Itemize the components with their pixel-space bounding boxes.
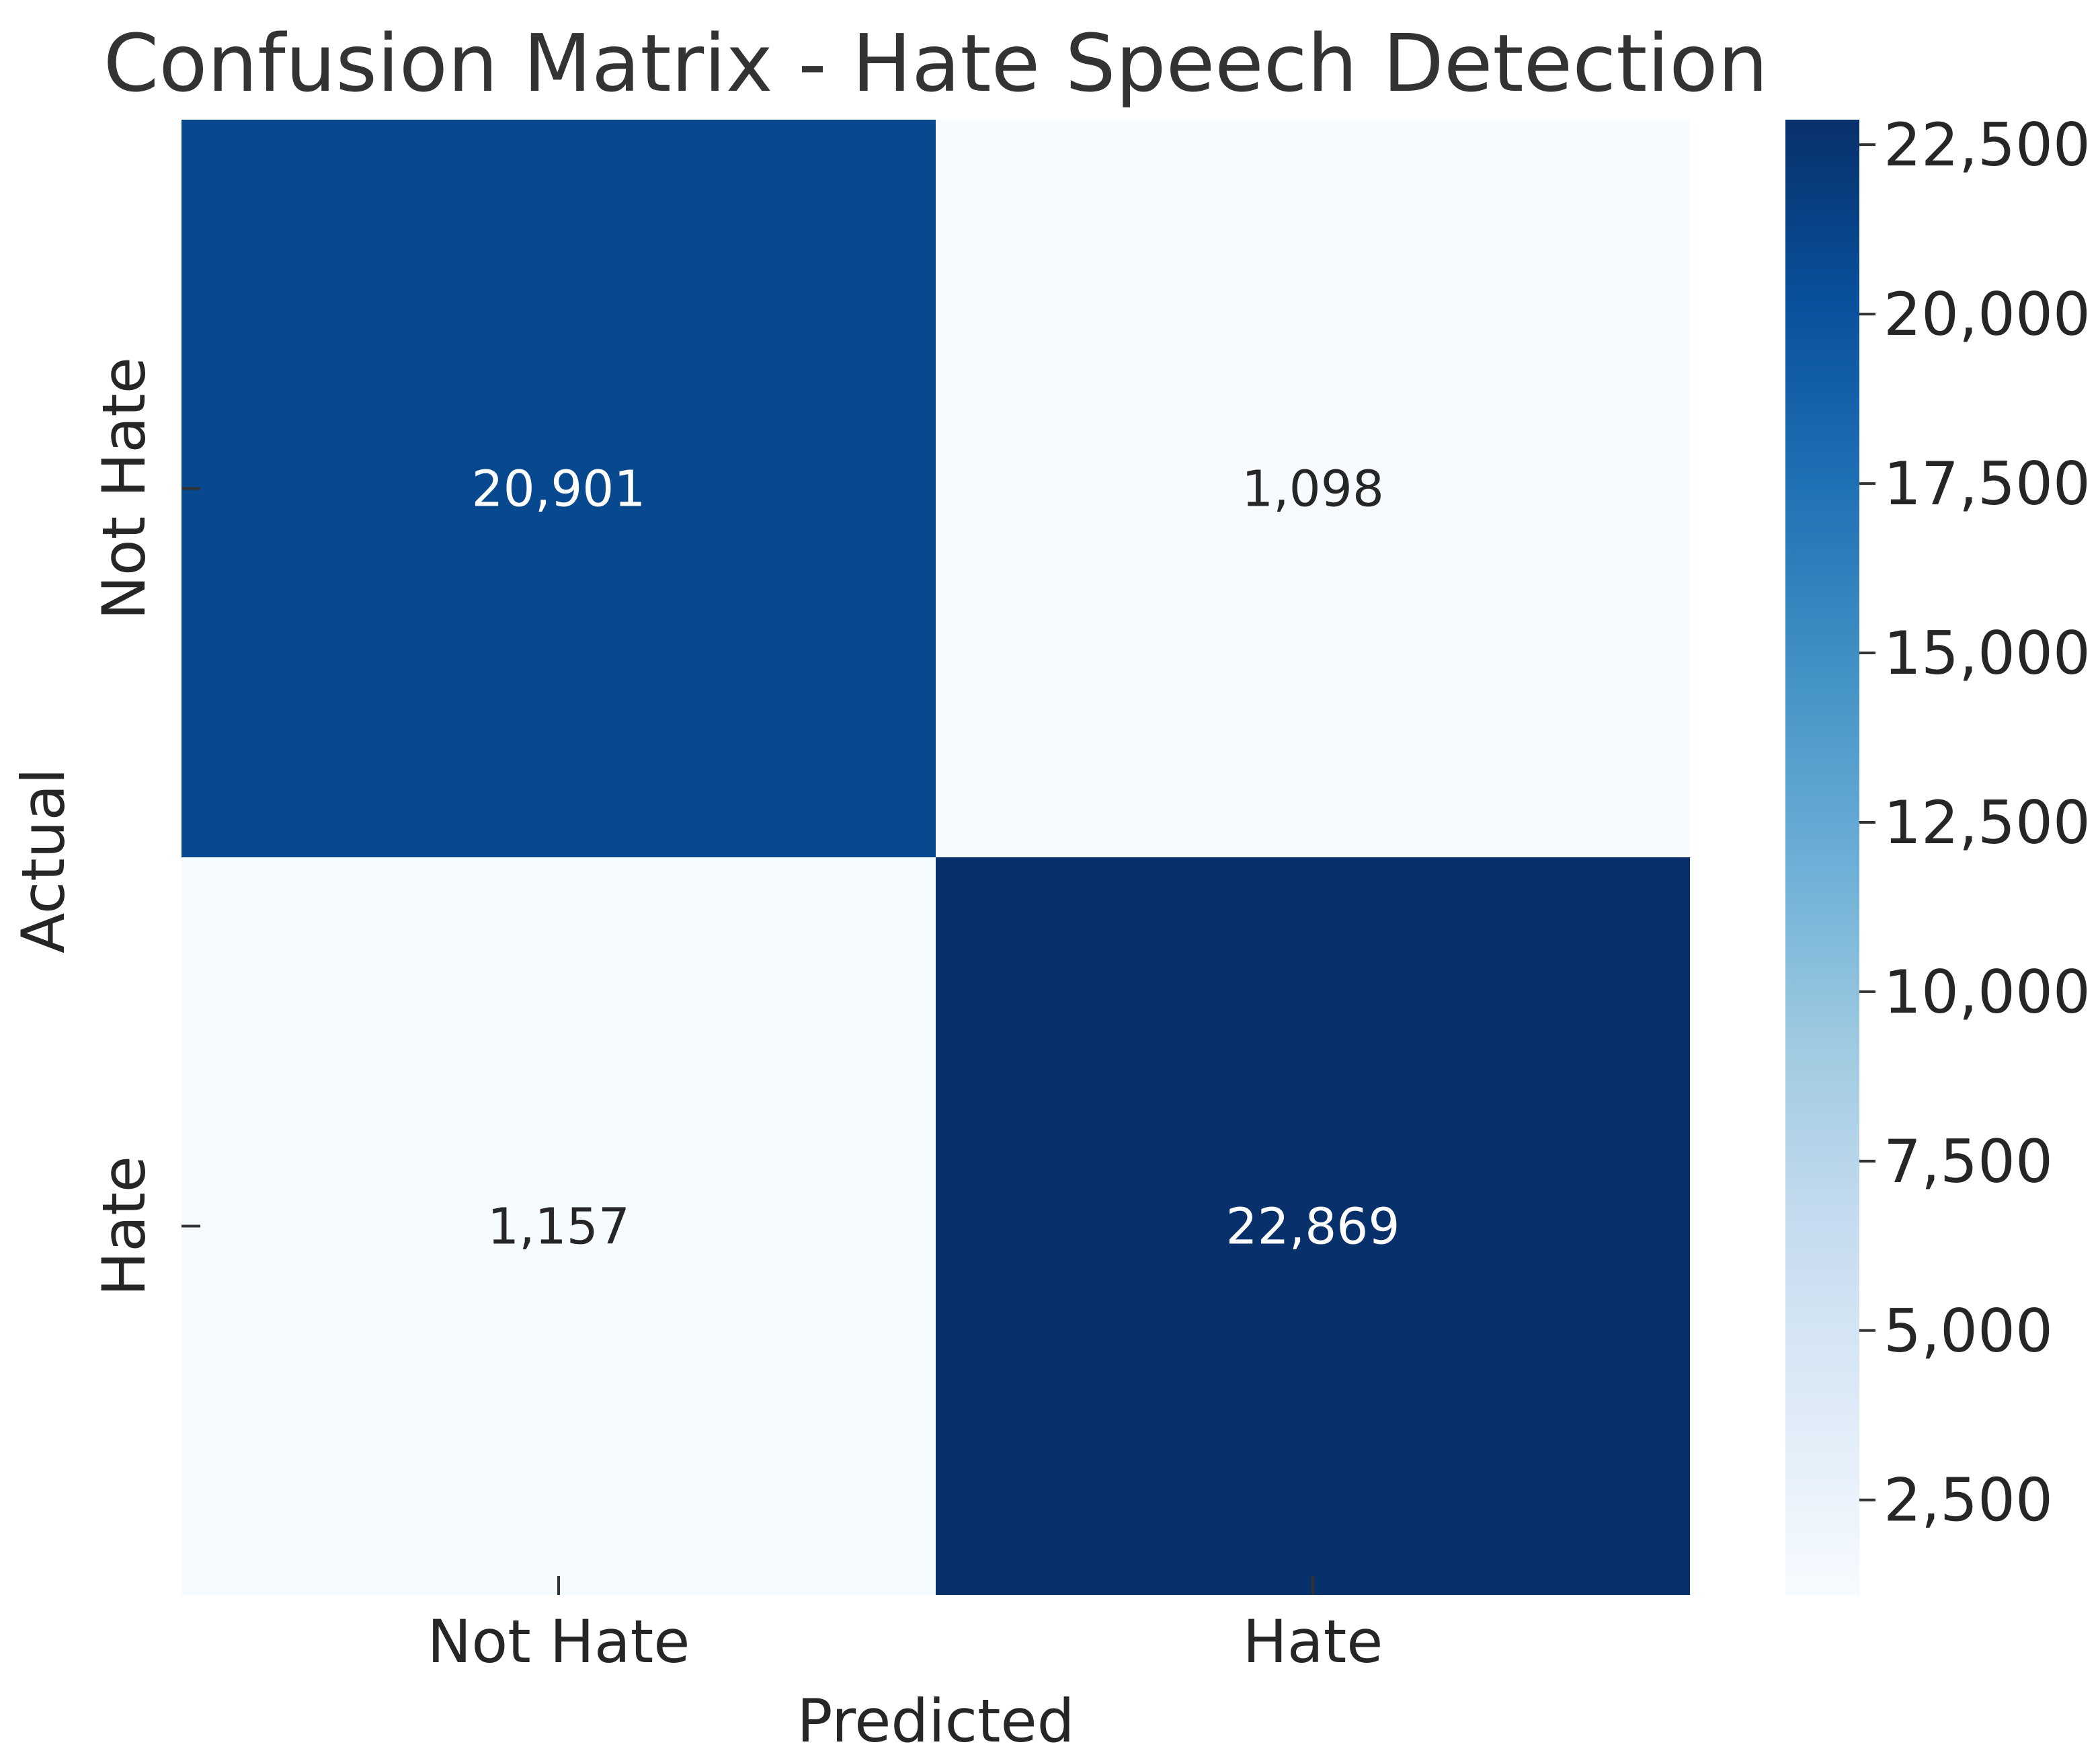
colorbar-tick-label: 2,500 [1884,1466,2053,1535]
colorbar-tick-label: 17,500 [1884,449,2091,518]
x-axis-ticks: Not Hate Hate [428,1576,1383,1676]
y-axis-label: Actual [9,768,78,953]
heatmap-cell [936,857,1690,1595]
x-axis-label: Predicted [797,1686,1074,1756]
y-axis-ticks: Not Hate Hate [89,357,200,1296]
heatmap-cells [181,120,1690,1595]
colorbar-tick-label: 10,000 [1884,957,2091,1027]
x-tick-label: Not Hate [428,1607,690,1676]
colorbar-tick-label: 12,500 [1884,788,2091,857]
cell-annotation: 1,098 [1242,461,1384,518]
colorbar-tick-label: 22,500 [1884,110,2091,180]
cell-annotation: 1,157 [487,1198,630,1256]
cell-annotation: 22,869 [1226,1198,1400,1256]
cell-annotation: 20,901 [472,461,646,518]
colorbar-tick-label: 20,000 [1884,280,2091,349]
y-tick-label: Hate [89,1156,159,1296]
heatmap-cell [936,120,1690,857]
colorbar-ticks: 2,500 5,000 7,500 10,000 12,500 15,000 17,500 2… [1859,110,2091,1535]
y-tick-label: Not Hate [89,357,159,620]
cell-annotations: 20,901 1,098 1,157 22,869 [472,461,1400,1256]
x-tick-label: Hate [1243,1607,1383,1676]
colorbar-tick-label: 15,000 [1884,619,2091,688]
colorbar-tick-label: 7,500 [1884,1127,2053,1196]
colorbar-tick-label: 5,000 [1884,1296,2053,1366]
colorbar [1785,120,1859,1595]
heatmap-cell [181,120,936,857]
heatmap-cell [181,857,936,1595]
chart-title: Confusion Matrix - Hate Speech Detection [104,17,1768,110]
